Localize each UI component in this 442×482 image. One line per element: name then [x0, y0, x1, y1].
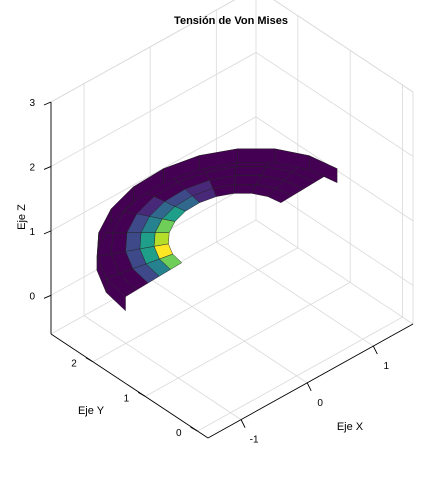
surface-outer-rim-cell: [237, 148, 276, 164]
x-tick-mark: [240, 419, 246, 428]
surface-cell: [111, 232, 128, 255]
z-tick-label: 0: [29, 291, 35, 302]
box-edge: [255, 219, 414, 325]
x-axis-label: Eje X: [337, 421, 364, 433]
floor-grid-line-x: [216, 241, 374, 347]
floor-grid-line-y: [197, 316, 403, 432]
y-tick-label: 2: [71, 359, 77, 370]
y-tick-mark: [85, 357, 94, 363]
grid-layer: [50, 0, 414, 432]
tick-label-layer: -1 0 1 0 1 2 0 1 2 3: [29, 98, 389, 446]
surface-outer-rim-cell: [105, 278, 126, 311]
y-axis-line: [50, 333, 209, 439]
x-axis-line: [207, 323, 414, 439]
chart-title: Tensión de Von Mises: [174, 15, 288, 27]
x-tick-label: 1: [384, 361, 390, 372]
x-tick-label: -1: [250, 435, 259, 446]
z-tick-label: 1: [29, 227, 35, 238]
surface-layer: [96, 148, 338, 311]
floor-grid-line-x: [83, 315, 242, 420]
box-edge: [50, 0, 236, 103]
z-axis-label: Eje Z: [16, 204, 28, 230]
y-tick-label: 1: [124, 393, 130, 404]
z-tick-label: 2: [29, 162, 35, 173]
floor-grid-line-y: [145, 282, 351, 397]
x-tick-mark: [306, 382, 312, 392]
surface-cell: [235, 166, 267, 176]
back-wall-grid-line-z: [50, 52, 257, 167]
y-tick-mark: [137, 392, 146, 397]
z-tick-label: 3: [29, 98, 35, 109]
back-wall-grid-line-z: [50, 116, 257, 232]
y-tick-mark: [190, 426, 198, 432]
z-tick-mark: [43, 101, 52, 106]
y-axis-label: Eje Y: [78, 405, 105, 417]
side-wall-grid-line-z: [273, 0, 414, 93]
surface-cell: [125, 232, 142, 252]
axis-layer: [43, 101, 414, 439]
box-edge: [273, 0, 414, 93]
y-tick-label: 0: [176, 428, 182, 439]
floor-grid-line-x: [149, 278, 308, 384]
z-tick-mark: [43, 230, 52, 235]
z-tick-mark: [43, 166, 52, 170]
z-tick-mark: [43, 294, 52, 299]
side-wall-grid-line-z: [255, 52, 414, 157]
x-tick-label: 0: [317, 398, 323, 409]
x-tick-mark: [372, 345, 378, 355]
floor-grid-line-y: [92, 247, 299, 363]
surface-cell: [267, 188, 293, 203]
